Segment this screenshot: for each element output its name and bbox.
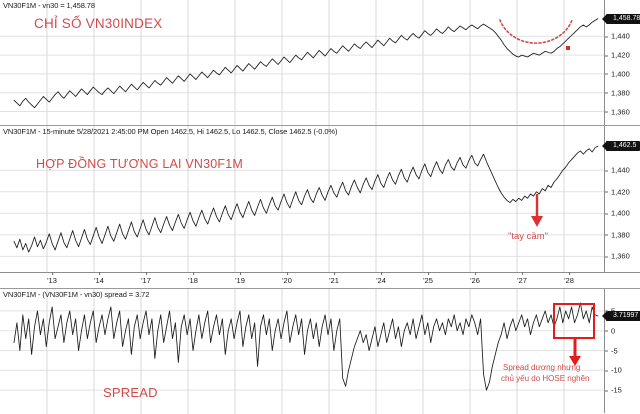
panel-spread: VN30F1M - (VN30F1M - vn30) spread = 3.72… (0, 288, 640, 414)
axis-tick-label: 1,400 (605, 69, 630, 78)
panel-futures-price-axis[interactable]: 1,462.5 1,440 1,420 1,400 1,380 1,360 (601, 126, 640, 272)
x-axis-tick-label: '17 (141, 272, 151, 285)
annotation-spread-note-line2: chủ yếu do HOSE nghẽn (501, 374, 590, 383)
x-axis-tick-label: '21 (329, 272, 339, 285)
panel-spread-header: VN30F1M - (VN30F1M - vn30) spread = 3.72 (3, 290, 150, 299)
panel-spread-value-axis[interactable]: 3.71997 5 0 -5 -10 -15 (601, 289, 640, 413)
x-axis-tick-label: '20 (282, 272, 292, 285)
x-axis-tick-label: '19 (235, 272, 245, 285)
futures-last-price-badge: 1,462.5 (601, 141, 640, 152)
axis-tick-label: 1,440 (605, 166, 630, 175)
panel-vn30index: VN30F1M - vn30 = 1,458.78 1,458.78 1,440… (0, 0, 640, 125)
spread-series-svg (0, 289, 604, 414)
x-axis-tick-label: '14 (94, 272, 104, 285)
annotation-tay-cam: "tay cầm" (508, 231, 549, 242)
axis-tick-label: 1,420 (605, 51, 630, 60)
x-axis-tick-label: '26 (470, 272, 480, 285)
axis-tick-label: 1,440 (605, 32, 630, 41)
panel-futures-header: VN30F1M - 15-minute 5/28/2021 2:45:00 PM… (3, 127, 338, 136)
x-axis-tick-label: '28 (564, 272, 574, 285)
axis-tick-label: 0 (605, 326, 615, 335)
annotation-vn30index-title: CHỈ SỐ VN30INDEX (34, 16, 163, 31)
breakout-marker-dot (566, 46, 570, 50)
x-axis-tick-label: '27 (517, 272, 527, 285)
cup-handle-arc-icon (499, 19, 573, 44)
futures-series-svg (0, 126, 604, 273)
axis-tick-label: -15 (605, 386, 622, 395)
x-axis-tick-label: '18 (188, 272, 198, 285)
panel-index-plot (0, 0, 604, 125)
axis-tick-label: 1,360 (605, 107, 630, 116)
spread-down-arrow-icon (569, 337, 581, 366)
axis-tick-label: -10 (605, 366, 622, 375)
axis-tick-label: 1,420 (605, 187, 630, 196)
annotation-spread-note-line1: Spread dương nhưng (503, 363, 581, 372)
axis-tick-label: 1,380 (605, 230, 630, 239)
spread-highlight-box (553, 303, 595, 339)
x-axis-dates: '13 '14 '17 '18 '19 '20 '21 '24 '25 '26 '27 '28 (0, 272, 640, 288)
axis-tick-label: -5 (605, 346, 618, 355)
down-arrow-icon (531, 194, 543, 227)
annotation-vn30f1m-title: HỢP ĐỒNG TƯƠNG LAI VN30F1M (36, 157, 244, 171)
axis-tick-label: 1,400 (605, 209, 630, 218)
x-axis-tick-label: '25 (423, 272, 433, 285)
panel-vn30f1m: VN30F1M - 15-minute 5/28/2021 2:45:00 PM… (0, 125, 640, 273)
panel-index-header: VN30F1M - vn30 = 1,458.78 (3, 1, 95, 10)
index-series-svg (0, 0, 604, 125)
panel-spread-plot (0, 289, 604, 414)
axis-tick-label: 1,360 (605, 252, 630, 261)
x-axis-tick-label: '13 (47, 272, 57, 285)
axis-tick-label: 5 (605, 306, 615, 315)
x-axis-tick-label: '24 (376, 272, 386, 285)
panel-futures-plot (0, 126, 604, 273)
axis-tick-label: 1,380 (605, 88, 630, 97)
index-last-price-badge: 1,458.78 (601, 13, 640, 24)
annotation-spread-title: SPREAD (103, 385, 158, 400)
panel-index-price-axis[interactable]: 1,458.78 1,440 1,420 1,400 1,380 1,360 (601, 0, 640, 125)
spread-last-value-badge: 3.71997 (601, 311, 640, 321)
